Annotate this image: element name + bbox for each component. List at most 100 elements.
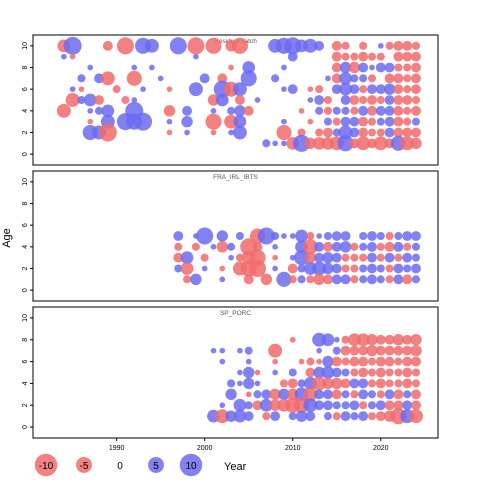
bubble: [262, 139, 271, 148]
bubble: [227, 106, 236, 115]
bubble: [333, 336, 340, 343]
bubble: [261, 389, 272, 400]
bubble: [325, 75, 331, 82]
bubble: [288, 368, 297, 377]
bubble: [375, 400, 386, 411]
bubble: [131, 97, 138, 103]
bubble: [169, 37, 187, 55]
bubble: [272, 254, 278, 261]
bubble: [237, 380, 243, 387]
bubble: [358, 411, 369, 422]
bubble: [331, 73, 342, 84]
x-tick-label: 2000: [197, 445, 213, 452]
bubble: [359, 95, 368, 105]
bubble: [375, 356, 386, 367]
bubble: [349, 84, 360, 95]
bubble: [394, 63, 403, 72]
bubble: [269, 399, 281, 411]
bubble: [350, 264, 359, 273]
bubble: [411, 231, 421, 241]
bubble: [385, 41, 394, 50]
bubble: [295, 229, 308, 243]
bubble: [403, 74, 412, 83]
bubble: [252, 241, 263, 252]
bubble: [225, 410, 237, 422]
bubble: [332, 346, 341, 355]
bubble: [131, 64, 138, 71]
bubble: [243, 366, 255, 379]
bubble: [314, 241, 325, 252]
bubble: [393, 51, 404, 62]
bubble: [375, 367, 386, 378]
bubble: [321, 333, 335, 347]
bubble: [268, 343, 283, 358]
bubble: [174, 242, 183, 251]
legend: -10 -5 0 5 10: [34, 453, 203, 477]
x-tick-label: 2010: [285, 445, 301, 452]
legend-label: 5: [153, 461, 159, 472]
bubble: [384, 356, 395, 367]
bubble: [323, 241, 333, 252]
bubble: [410, 344, 422, 357]
bubble: [369, 64, 375, 71]
bubble: [94, 95, 104, 105]
bubble: [411, 41, 421, 50]
y-tick-label: 4: [22, 381, 29, 385]
bubble: [350, 52, 359, 61]
bubble: [411, 127, 421, 138]
bubble: [180, 262, 194, 275]
bubble: [411, 400, 421, 411]
bubble: [376, 242, 385, 251]
bubble: [237, 369, 243, 376]
y-tick-label: 6: [22, 87, 29, 91]
bubble: [307, 97, 314, 103]
legend-bubble: [76, 457, 92, 473]
bubble: [316, 347, 322, 354]
y-tick-label: 0: [22, 152, 29, 156]
bubble: [272, 369, 278, 376]
bubble: [332, 412, 341, 421]
bubble: [331, 84, 342, 95]
bubble: [190, 273, 202, 286]
legend-label: -10: [39, 461, 54, 472]
bubble: [332, 117, 341, 126]
bubble: [215, 93, 229, 107]
bubble: [356, 136, 371, 151]
panel-frame: [32, 34, 439, 166]
bubble: [196, 227, 214, 245]
bubble: [402, 51, 413, 62]
bubble: [140, 86, 146, 93]
bubble: [402, 345, 413, 356]
bubble: [394, 231, 403, 241]
bubble: [331, 40, 342, 51]
bubble: [207, 94, 220, 106]
bubble: [307, 118, 314, 125]
bubble: [69, 53, 76, 60]
y-tick-label: 4: [22, 245, 29, 249]
bubble: [331, 356, 342, 367]
panel-title: FRA_IRL_IBTS: [213, 174, 258, 181]
panel-title: SP_PORC: [220, 310, 251, 317]
bubble: [340, 274, 351, 285]
bubble: [367, 368, 376, 377]
bubble: [402, 40, 413, 51]
bubble: [341, 264, 350, 273]
bubble: [332, 401, 341, 410]
bubble: [219, 402, 226, 409]
bubble: [340, 378, 351, 389]
bubble: [367, 105, 377, 116]
bubble: [262, 412, 271, 421]
bubble: [358, 367, 369, 378]
bubble: [393, 263, 404, 274]
bubble: [173, 231, 184, 241]
bubble: [340, 345, 351, 356]
bubble: [303, 387, 318, 402]
bubble: [149, 64, 155, 71]
bubble: [306, 231, 315, 241]
bubble: [312, 261, 327, 276]
bubble: [359, 264, 368, 273]
bubble: [219, 265, 226, 272]
legend-entry: -5: [76, 457, 92, 473]
bubble: [227, 242, 236, 251]
bubble: [272, 140, 278, 147]
